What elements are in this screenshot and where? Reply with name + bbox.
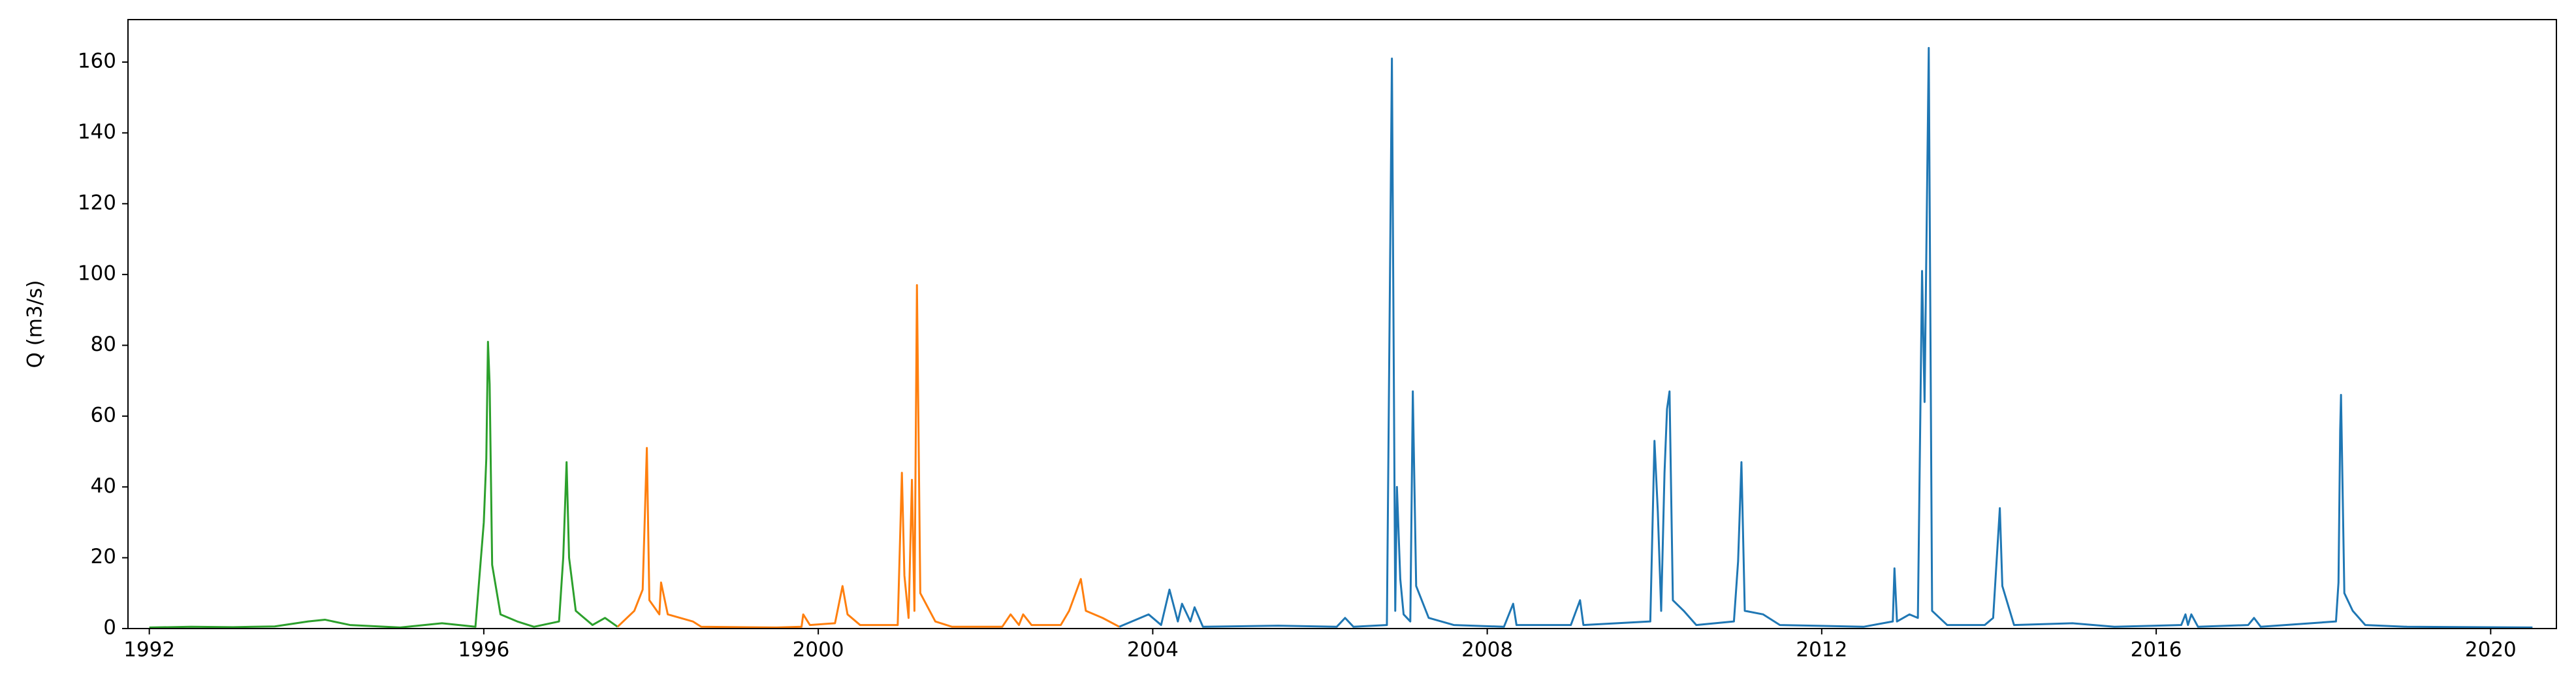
x-tick-label: 2020 (2465, 638, 2517, 662)
y-axis-label: Q (m3/s) (24, 280, 47, 369)
x-tick-label: 1992 (123, 638, 175, 662)
series-line (616, 284, 1120, 629)
x-tick-label: 1996 (458, 638, 509, 662)
series-line (149, 340, 618, 629)
y-tick-label: 40 (91, 474, 116, 498)
plot-frame (127, 19, 2557, 629)
y-tick-label: 120 (78, 191, 116, 214)
y-tick-label: 140 (78, 120, 116, 144)
x-tick-label: 2012 (1796, 638, 1847, 662)
y-tick-label: 0 (103, 616, 116, 640)
y-tick-label: 80 (91, 333, 116, 356)
x-tick-label: 2016 (2131, 638, 2182, 662)
y-tick-label: 20 (91, 545, 116, 568)
x-tick-label: 2000 (793, 638, 844, 662)
y-tick-label: 160 (78, 50, 116, 73)
y-tick-label: 60 (91, 403, 116, 427)
y-tick-label: 100 (78, 262, 116, 286)
x-tick-label: 2008 (1461, 638, 1513, 662)
x-tick-label: 2004 (1127, 638, 1179, 662)
series-line (1119, 46, 2533, 629)
